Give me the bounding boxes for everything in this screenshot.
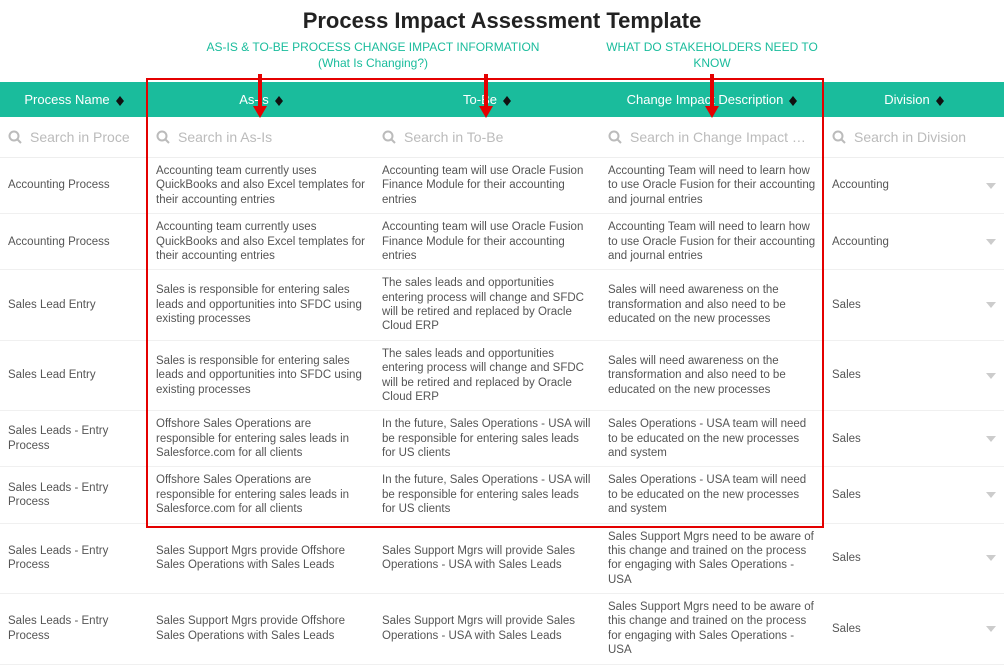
search-row bbox=[0, 117, 1004, 158]
cell-asis: Sales Support Mgrs provide Offshore Sale… bbox=[148, 594, 374, 665]
search-cell-division bbox=[824, 117, 1004, 158]
search-cell-process bbox=[0, 117, 148, 158]
cell-process: Sales Leads - Entry Process bbox=[0, 523, 148, 594]
search-icon bbox=[832, 130, 846, 144]
cell-division[interactable]: Sales bbox=[824, 594, 1004, 665]
cell-division[interactable]: Sales bbox=[824, 411, 1004, 467]
table-row: Sales Lead EntrySales is responsible for… bbox=[0, 270, 1004, 341]
section-label-stakeholders-line2: KNOW bbox=[693, 56, 730, 70]
cell-process: Sales Lead Entry bbox=[0, 270, 148, 341]
cell-division[interactable]: Accounting bbox=[824, 158, 1004, 214]
cell-impact: Sales Support Mgrs need to be aware of t… bbox=[600, 594, 824, 665]
sort-icon bbox=[116, 96, 124, 106]
chevron-down-icon bbox=[986, 492, 996, 498]
cell-division[interactable]: Sales bbox=[824, 340, 1004, 411]
chevron-down-icon bbox=[986, 555, 996, 561]
section-labels-row: AS-IS & TO-BE PROCESS CHANGE IMPACT INFO… bbox=[0, 38, 1004, 82]
cell-process: Accounting Process bbox=[0, 214, 148, 270]
cell-process: Sales Lead Entry bbox=[0, 340, 148, 411]
impact-table: Process Name As-Is To-Be Change Impact D… bbox=[0, 82, 1004, 665]
chevron-down-icon bbox=[986, 183, 996, 189]
col-header-division-label: Division bbox=[884, 92, 930, 107]
arrow-down-icon bbox=[477, 74, 495, 118]
search-cell-impact bbox=[600, 117, 824, 158]
table-row: Sales Leads - Entry ProcessOffshore Sale… bbox=[0, 411, 1004, 467]
search-input-tobe[interactable] bbox=[382, 125, 592, 149]
cell-division[interactable]: Accounting bbox=[824, 214, 1004, 270]
chevron-down-icon bbox=[986, 436, 996, 442]
search-input-process[interactable] bbox=[8, 125, 140, 149]
chevron-down-icon bbox=[986, 239, 996, 245]
cell-asis: Sales Support Mgrs provide Offshore Sale… bbox=[148, 523, 374, 594]
cell-division[interactable]: Sales bbox=[824, 523, 1004, 594]
cell-impact: Sales will need awareness on the transfo… bbox=[600, 340, 824, 411]
cell-division[interactable]: Sales bbox=[824, 467, 1004, 523]
cell-tobe: The sales leads and opportunities enteri… bbox=[374, 340, 600, 411]
search-cell-tobe bbox=[374, 117, 600, 158]
search-icon bbox=[382, 130, 396, 144]
table-row: Sales Leads - Entry ProcessOffshore Sale… bbox=[0, 467, 1004, 523]
search-icon bbox=[8, 130, 22, 144]
cell-process: Sales Leads - Entry Process bbox=[0, 411, 148, 467]
cell-asis: Sales is responsible for entering sales … bbox=[148, 340, 374, 411]
section-label-stakeholders-line1: WHAT DO STAKEHOLDERS NEED TO bbox=[606, 40, 818, 54]
search-cell-asis bbox=[148, 117, 374, 158]
sort-icon bbox=[503, 96, 511, 106]
cell-impact: Sales Support Mgrs need to be aware of t… bbox=[600, 523, 824, 594]
col-header-process-label: Process Name bbox=[24, 92, 109, 107]
section-label-asis-tobe: AS-IS & TO-BE PROCESS CHANGE IMPACT INFO… bbox=[148, 40, 598, 71]
cell-asis: Accounting team currently uses QuickBook… bbox=[148, 158, 374, 214]
cell-tobe: Sales Support Mgrs will provide Sales Op… bbox=[374, 523, 600, 594]
col-header-division[interactable]: Division bbox=[824, 82, 1004, 117]
table-row: Sales Lead EntrySales is responsible for… bbox=[0, 340, 1004, 411]
search-icon bbox=[608, 130, 622, 144]
cell-impact: Sales Operations - USA team will need to… bbox=[600, 467, 824, 523]
section-label-asis-tobe-line1: AS-IS & TO-BE PROCESS CHANGE IMPACT INFO… bbox=[207, 40, 540, 54]
sort-icon bbox=[789, 96, 797, 106]
page-container: Process Impact Assessment Template AS-IS… bbox=[0, 0, 1004, 665]
section-label-asis-tobe-line2: (What Is Changing?) bbox=[318, 56, 428, 70]
cell-impact: Accounting Team will need to learn how t… bbox=[600, 214, 824, 270]
cell-impact: Accounting Team will need to learn how t… bbox=[600, 158, 824, 214]
cell-process: Sales Leads - Entry Process bbox=[0, 594, 148, 665]
cell-division[interactable]: Sales bbox=[824, 270, 1004, 341]
cell-tobe: Accounting team will use Oracle Fusion F… bbox=[374, 214, 600, 270]
table-row: Sales Leads - Entry ProcessSales Support… bbox=[0, 523, 1004, 594]
cell-asis: Offshore Sales Operations are responsibl… bbox=[148, 411, 374, 467]
page-title: Process Impact Assessment Template bbox=[0, 0, 1004, 38]
section-label-stakeholders: WHAT DO STAKEHOLDERS NEED TO KNOW bbox=[602, 40, 822, 71]
chevron-down-icon bbox=[986, 302, 996, 308]
table-row: Accounting ProcessAccounting team curren… bbox=[0, 158, 1004, 214]
cell-process: Accounting Process bbox=[0, 158, 148, 214]
sort-icon bbox=[275, 96, 283, 106]
table-row: Accounting ProcessAccounting team curren… bbox=[0, 214, 1004, 270]
search-input-asis[interactable] bbox=[156, 125, 366, 149]
col-header-process[interactable]: Process Name bbox=[0, 82, 148, 117]
search-input-impact[interactable] bbox=[608, 125, 816, 149]
cell-asis: Accounting team currently uses QuickBook… bbox=[148, 214, 374, 270]
table-row: Sales Leads - Entry ProcessSales Support… bbox=[0, 594, 1004, 665]
data-body: Accounting ProcessAccounting team curren… bbox=[0, 158, 1004, 665]
sort-icon bbox=[936, 96, 944, 106]
search-icon bbox=[156, 130, 170, 144]
cell-tobe: Accounting team will use Oracle Fusion F… bbox=[374, 158, 600, 214]
chevron-down-icon bbox=[986, 373, 996, 379]
cell-tobe: The sales leads and opportunities enteri… bbox=[374, 270, 600, 341]
arrow-down-icon bbox=[251, 74, 269, 118]
cell-impact: Sales Operations - USA team will need to… bbox=[600, 411, 824, 467]
cell-tobe: In the future, Sales Operations - USA wi… bbox=[374, 411, 600, 467]
cell-asis: Sales is responsible for entering sales … bbox=[148, 270, 374, 341]
cell-process: Sales Leads - Entry Process bbox=[0, 467, 148, 523]
chevron-down-icon bbox=[986, 626, 996, 632]
header-row: Process Name As-Is To-Be Change Impact D… bbox=[0, 82, 1004, 117]
arrow-down-icon bbox=[703, 74, 721, 118]
cell-asis: Offshore Sales Operations are responsibl… bbox=[148, 467, 374, 523]
cell-tobe: In the future, Sales Operations - USA wi… bbox=[374, 467, 600, 523]
search-input-division[interactable] bbox=[832, 125, 996, 149]
cell-tobe: Sales Support Mgrs will provide Sales Op… bbox=[374, 594, 600, 665]
cell-impact: Sales will need awareness on the transfo… bbox=[600, 270, 824, 341]
